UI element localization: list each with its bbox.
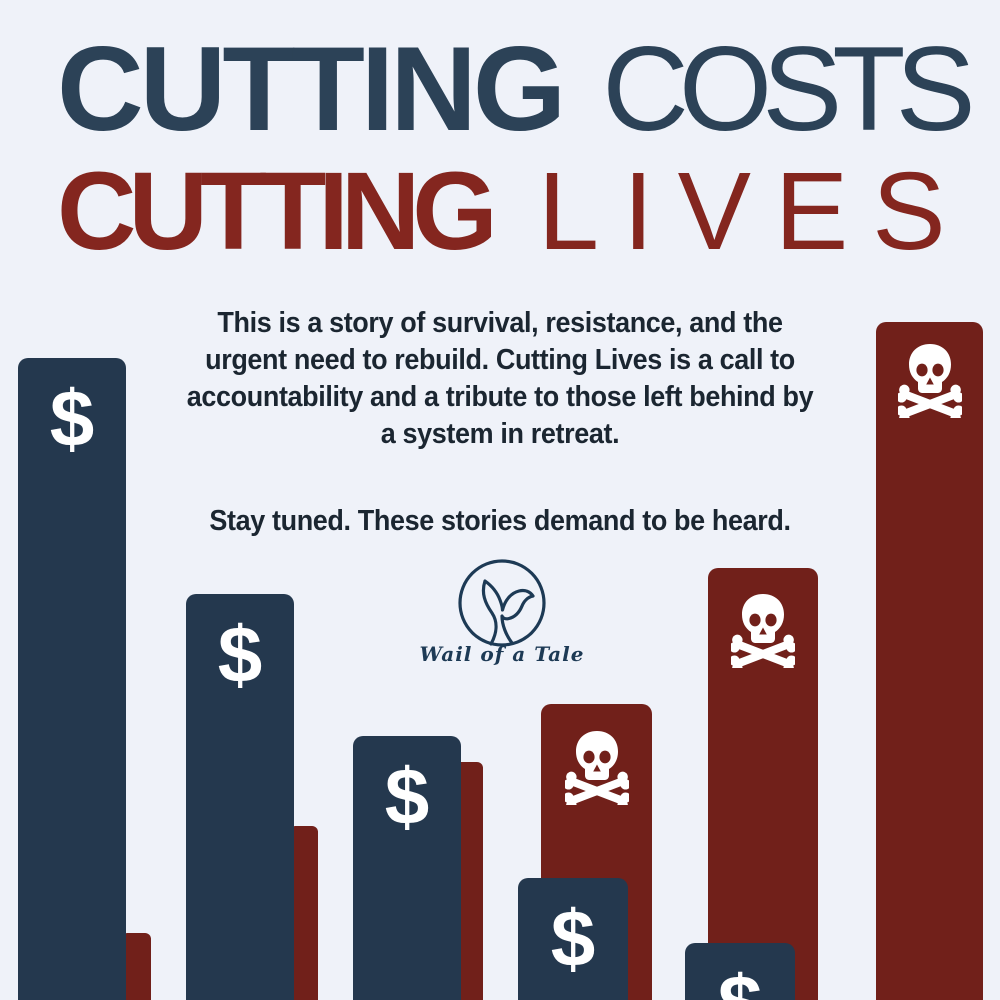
life-bar [876, 322, 983, 1000]
skull-crossbones-icon [564, 731, 629, 805]
whale-tail-logo-icon [458, 559, 546, 647]
dollar-icon: $ [217, 610, 263, 699]
dollar-icon: $ [685, 959, 795, 1000]
life-bar [708, 568, 818, 1000]
dollar-icon: $ [550, 894, 596, 983]
cost-bar: $ [353, 736, 461, 1000]
title-cutting-costs-light: COSTS [602, 22, 975, 156]
budget-cut-sliver [458, 762, 483, 1000]
skull-crossbones-icon [731, 594, 795, 668]
skull-crossbones-icon [897, 344, 962, 418]
title-line-costs: CUTTING COSTS [57, 22, 976, 156]
dollar-icon: $ [49, 374, 95, 463]
dollar-icon: $ [384, 752, 430, 841]
title-cutting-lives-light: LIVES [537, 150, 970, 273]
budget-cut-sliver [292, 826, 318, 1000]
cost-bar: $ [18, 358, 126, 1000]
title-cutting-costs-heavy: CUTTING [57, 22, 566, 156]
stay-tuned-line: Stay tuned. These stories demand to be h… [209, 505, 791, 537]
cost-bar: $ [186, 594, 294, 1000]
cost-bar: $ [518, 878, 628, 1000]
budget-cut-sliver [124, 933, 151, 1000]
title-cutting-lives-heavy: CUTTING [57, 150, 498, 273]
logo-wordmark: Wail of a Tale [419, 642, 585, 666]
intro-paragraph: This is a story of survival, resistance,… [186, 307, 814, 450]
cost-bar: $ [685, 943, 795, 1000]
title-line-lives: CUTTING LIVES [57, 157, 970, 267]
